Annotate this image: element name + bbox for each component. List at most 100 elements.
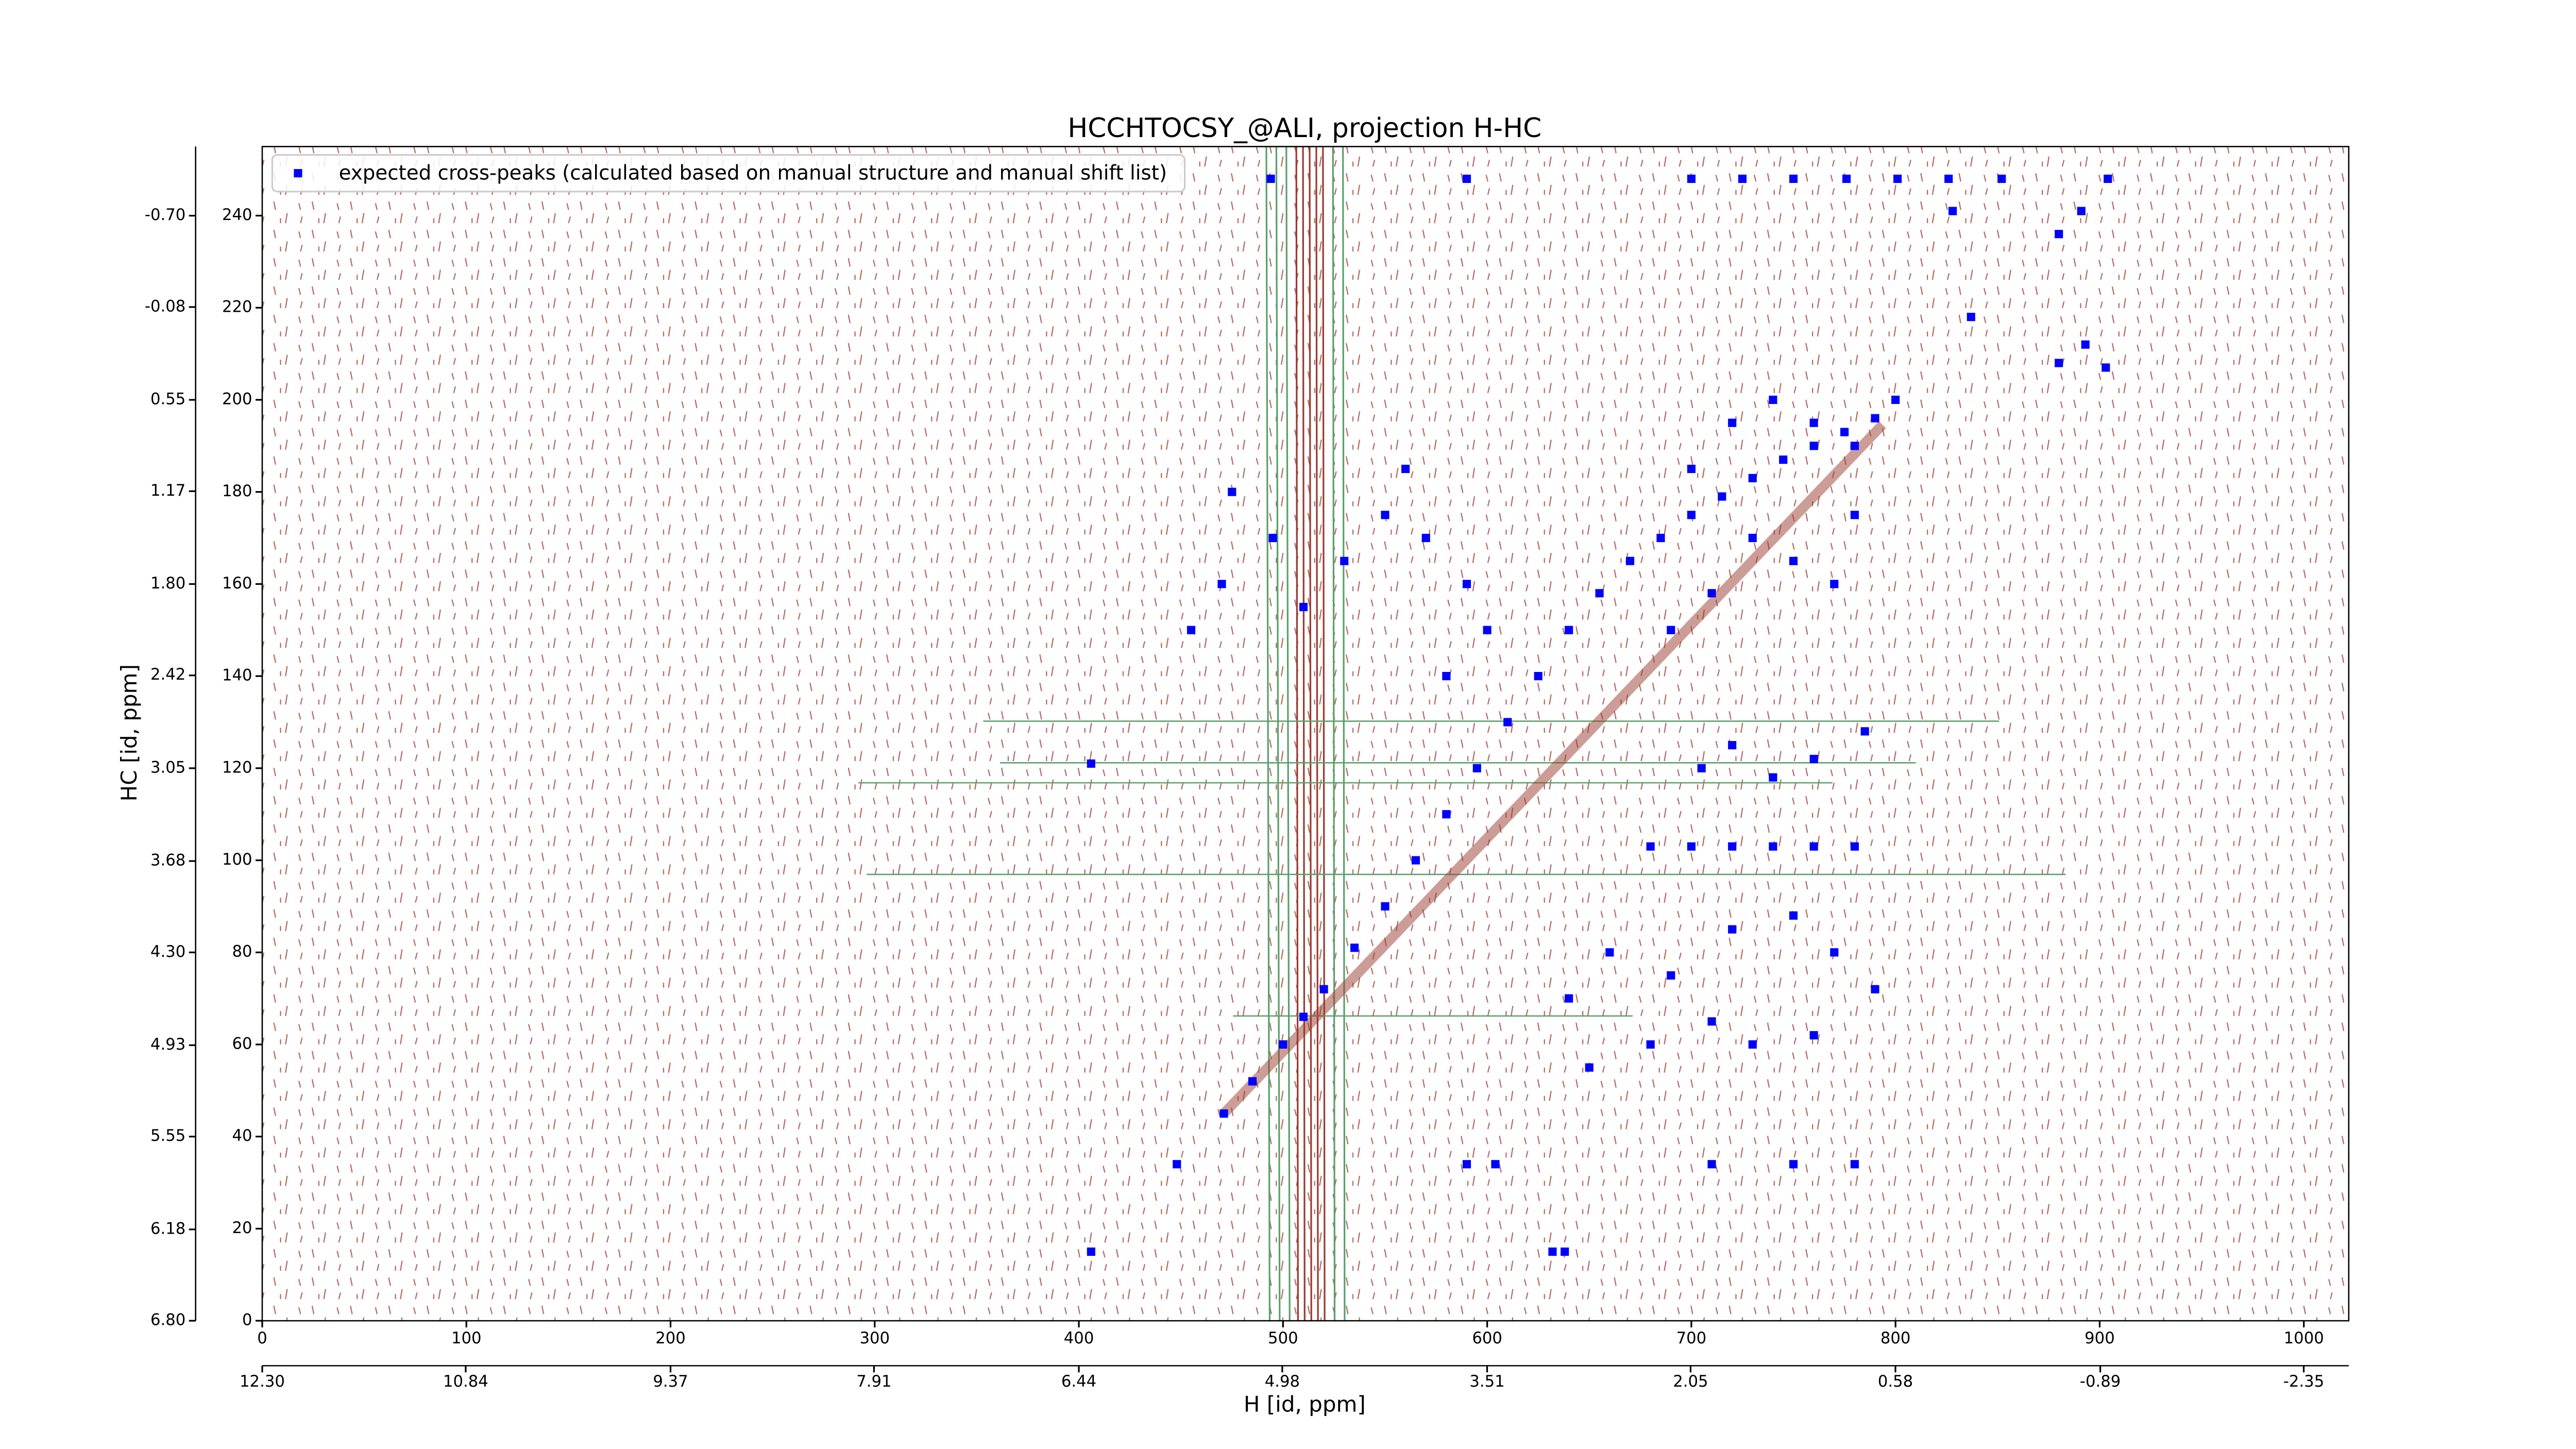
x-tick-label: 700 [1676,1329,1707,1347]
point [1850,511,1859,519]
point [2102,363,2110,372]
chart-title: HCCHTOCSY_@ALI, projection H-HC [1067,113,1541,144]
point [1830,948,1839,957]
x-tick-label: 500 [1268,1329,1298,1347]
y-tick-label: 240 [222,206,252,224]
point [1503,718,1512,727]
y2-tick-label: -0.70 [145,206,185,224]
x-tick-label: 1000 [2284,1329,2324,1347]
point [1860,727,1869,736]
y2-tick-label: 5.55 [150,1127,185,1145]
y2-tick-label: 6.80 [150,1311,185,1329]
point [1340,557,1349,565]
point [1299,1013,1308,1021]
x2-tick-label: -0.89 [2080,1373,2121,1391]
y2-tick-label: 4.30 [150,943,185,961]
point [1707,589,1716,598]
y-tick-label: 20 [232,1219,252,1237]
point [1697,764,1706,772]
point [2055,230,2063,239]
x-axis-label: H [id, ppm] [1244,1391,1366,1417]
y2-tick-label: -0.08 [145,297,185,315]
point [1769,395,1777,404]
x2-tick-label: 9.37 [653,1373,688,1391]
point [1842,174,1851,183]
point [1789,557,1798,565]
plot-frame [261,146,2350,1322]
point [1656,533,1665,543]
point [1667,626,1675,634]
point [1299,602,1308,612]
y2-tick-label: 3.05 [150,759,185,777]
y-tick-label: 140 [222,667,252,685]
y-tick-label: 200 [222,390,252,408]
y2-tick-label: 4.93 [150,1036,185,1054]
point [1891,395,1900,404]
x-tick-label: 400 [1064,1329,1094,1347]
x2-tick-label: 2.05 [1673,1373,1708,1391]
point [1948,207,1957,215]
point [1381,902,1389,911]
y-axis-label: HC [id, ppm] [116,664,142,801]
point [1809,1031,1818,1040]
x-tick-label: 800 [1880,1329,1911,1347]
y-tick-label: 60 [232,1035,252,1053]
legend-box [271,154,1186,193]
series [1087,174,2112,1256]
point [1561,1248,1569,1256]
point [2077,207,2086,215]
point [1534,671,1543,681]
point [1595,589,1604,598]
y-tick-label: 40 [232,1127,252,1145]
point [1728,418,1737,427]
x2-tick-label: 4.98 [1265,1373,1300,1391]
x2-tick-label: 12.30 [240,1373,285,1391]
point [1268,533,1277,543]
point [1565,626,1573,634]
x-tick-label: 900 [2084,1329,2115,1347]
point [1462,580,1471,588]
point [1319,985,1328,993]
point [1769,842,1777,851]
point [1748,1040,1757,1049]
point [1967,312,1975,322]
y2-tick-label: 6.18 [150,1220,185,1238]
point [1871,414,1879,423]
point [1646,1040,1655,1049]
point [1809,442,1818,450]
contour-background [262,146,2349,1321]
point [1789,1160,1798,1169]
y-tick-label: 80 [232,943,252,961]
point [1687,174,1696,183]
x2-tick-label: 6.44 [1061,1373,1096,1391]
point [1789,174,1798,183]
point [1401,464,1410,474]
x-tick-label: 300 [860,1329,890,1347]
point [1707,1160,1716,1169]
y2-tick-label: 1.80 [150,575,185,593]
y2-tick-label: 2.42 [150,666,185,684]
point [1840,428,1849,436]
point [1087,1248,1095,1256]
legend-label: expected cross-peaks (calculated based o… [339,161,1167,184]
x-tick-label: 600 [1472,1329,1502,1347]
legend-marker [294,169,302,178]
point [1769,773,1777,782]
point [1667,971,1675,980]
point [1809,754,1818,764]
x-tick-label: 100 [451,1329,482,1347]
point [1830,580,1839,588]
point [1173,1160,1181,1169]
point [1483,626,1492,634]
point [1187,626,1196,634]
point [1585,1063,1594,1072]
point [1850,442,1859,450]
point [1565,994,1573,1003]
point [1442,671,1451,681]
point [2081,340,2090,349]
x-tick-label: 200 [655,1329,686,1347]
point [1687,464,1696,474]
point [1871,985,1879,993]
